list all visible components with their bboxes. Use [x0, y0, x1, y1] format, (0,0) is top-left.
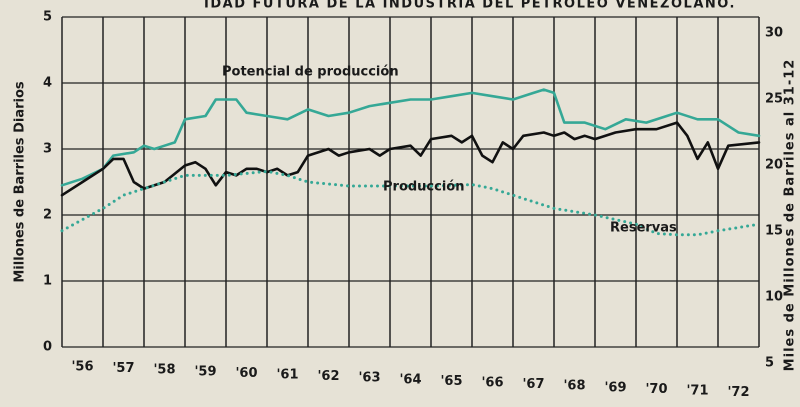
y-tick-label: 3 [43, 142, 52, 157]
x-tick-label: '71 [686, 384, 708, 399]
series-label: Producción [383, 180, 465, 195]
x-tick-label: '58 [153, 363, 175, 378]
x-tick-label: '57 [112, 361, 134, 376]
y2-tick-label: 5 [765, 356, 774, 371]
y-tick-label: 1 [43, 274, 52, 289]
y-axis-label: Millones de Barriles Diarios [13, 81, 28, 283]
y2-tick-label: 20 [765, 158, 783, 173]
x-tick-label: '70 [645, 382, 667, 397]
series-label: Potencial de producción [222, 65, 399, 80]
x-tick-label: '66 [481, 376, 503, 391]
y-tick-label: 5 [43, 10, 52, 25]
x-tick-label: '59 [194, 364, 216, 379]
x-tick-label: '60 [235, 366, 257, 381]
x-tick-label: '56 [71, 360, 93, 375]
x-tick-label: '65 [440, 374, 462, 389]
y-tick-label: 4 [43, 76, 52, 91]
chart-title: IDAD FUTURA DE LA INDUSTRIA DEL PETROLEO… [204, 0, 736, 12]
x-tick-label: '68 [563, 379, 585, 394]
x-tick-label: '64 [399, 372, 421, 387]
y-tick-label: 2 [43, 208, 52, 223]
y2-tick-label: 15 [765, 224, 783, 239]
x-tick-label: '69 [604, 380, 626, 395]
series-line [60, 88, 761, 187]
series-label: Reservas [610, 221, 677, 236]
y2-tick-label: 30 [765, 26, 783, 41]
x-tick-label: '61 [276, 368, 298, 383]
y-tick-label: 0 [43, 340, 52, 355]
x-tick-label: '72 [727, 385, 749, 400]
series-line [60, 169, 761, 237]
x-tick-label: '62 [317, 369, 339, 384]
y2-tick-label: 25 [765, 92, 783, 107]
x-tick-label: '67 [522, 377, 544, 392]
series-line [60, 121, 761, 197]
x-tick-label: '63 [358, 371, 380, 386]
y2-tick-label: 10 [765, 290, 783, 305]
y2-axis-label: Miles de Millones de Barriles al 31-12 [783, 59, 798, 372]
